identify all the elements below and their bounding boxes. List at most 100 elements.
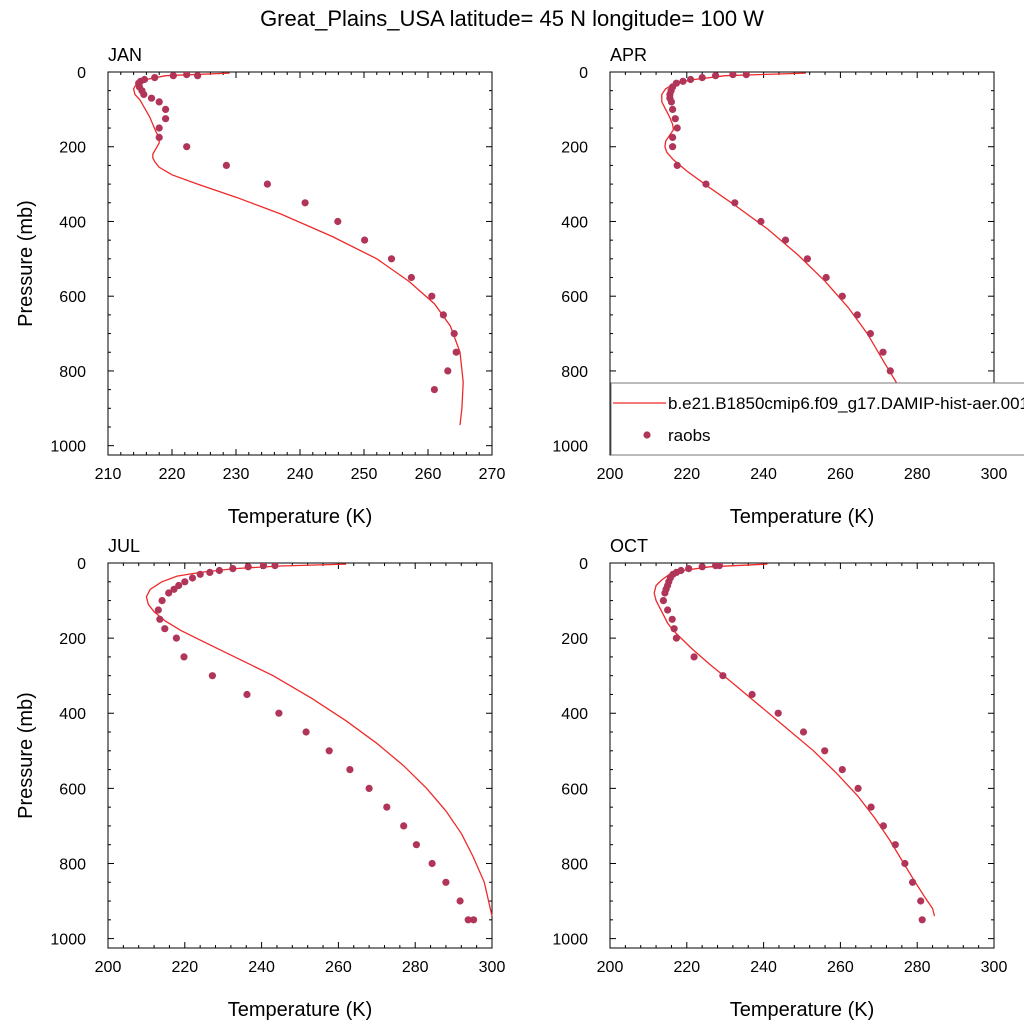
raobs-point xyxy=(669,105,677,113)
x-tick-label: 240 xyxy=(248,959,275,976)
raobs-point xyxy=(886,367,894,375)
y-axis-label: Pressure (mb) xyxy=(15,692,37,819)
raobs-point xyxy=(151,74,159,82)
raobs-point xyxy=(172,634,180,642)
raobs-point xyxy=(712,72,720,80)
model-profile-line xyxy=(661,72,922,426)
raobs-point xyxy=(334,217,342,226)
raobs-point xyxy=(156,615,164,623)
x-tick-label: 200 xyxy=(95,959,122,976)
raobs-point xyxy=(361,236,369,244)
raobs-point xyxy=(181,578,189,586)
raobs-point xyxy=(702,180,710,188)
y-tick-label: 600 xyxy=(59,781,86,798)
y-tick-label: 800 xyxy=(59,856,86,873)
raobs-point xyxy=(169,72,177,80)
raobs-point xyxy=(901,859,909,868)
raobs-point xyxy=(428,859,436,868)
y-tick-label: 200 xyxy=(59,631,86,648)
y-axis-label: Pressure (mb) xyxy=(15,200,37,327)
raobs-point xyxy=(208,672,216,680)
raobs-point xyxy=(154,606,162,614)
y-tick-label: 0 xyxy=(579,65,588,82)
raobs-point xyxy=(450,330,458,338)
raobs-point xyxy=(215,566,223,575)
raobs-point xyxy=(275,709,283,717)
raobs-point xyxy=(302,728,310,736)
raobs-point xyxy=(822,273,830,282)
raobs-point xyxy=(244,563,252,571)
raobs-point xyxy=(442,878,450,886)
raobs-point xyxy=(853,311,861,319)
raobs-point xyxy=(464,916,472,924)
raobs-point xyxy=(428,292,436,300)
raobs-point xyxy=(412,841,420,849)
x-tick-label: 260 xyxy=(415,466,442,483)
y-tick-label: 800 xyxy=(59,364,86,381)
panel-jul: 200 220 240 260 280 300 0 200 400 600 800 1000 JUL Te… xyxy=(15,536,505,1021)
raobs-point xyxy=(162,115,170,123)
raobs-point xyxy=(470,916,478,924)
legend: b.e21.B1850cmip6.f09_g17.DAMIP-hist-aer.… xyxy=(610,382,1024,456)
raobs-point xyxy=(917,897,925,905)
panel-title: OCT xyxy=(610,536,648,556)
raobs-point xyxy=(757,217,765,226)
x-tick-label: 220 xyxy=(171,959,198,976)
y-tick-label: 600 xyxy=(561,289,588,306)
raobs-point xyxy=(669,143,677,151)
raobs-point xyxy=(196,570,204,578)
y-tick-label: 800 xyxy=(561,364,588,381)
x-tick-label: 300 xyxy=(479,959,506,976)
x-tick-label: 220 xyxy=(159,466,186,483)
x-axis-label: Temperature (K) xyxy=(228,999,373,1021)
raobs-point xyxy=(301,199,309,207)
y-tick-label: 1000 xyxy=(50,439,86,456)
raobs-point xyxy=(259,563,268,570)
raobs-point xyxy=(672,634,681,642)
raobs-point xyxy=(661,589,669,597)
x-tick-label: 280 xyxy=(402,959,429,976)
y-tick-label: 800 xyxy=(561,856,588,873)
y-tick-label: 0 xyxy=(77,65,86,82)
raobs-point xyxy=(719,672,727,680)
raobs-point xyxy=(854,784,862,793)
raobs-point xyxy=(155,133,163,141)
raobs-point xyxy=(271,563,279,570)
raobs-point xyxy=(155,124,163,132)
plot-data xyxy=(145,563,493,924)
raobs-point xyxy=(879,348,887,356)
raobs-point xyxy=(821,747,829,755)
x-tick-label: 270 xyxy=(479,466,506,483)
legend-box xyxy=(610,382,1024,456)
raobs-point xyxy=(383,803,391,811)
y-tick-label: 600 xyxy=(59,289,86,306)
raobs-point xyxy=(698,74,706,82)
x-tick-label: 220 xyxy=(673,959,700,976)
raobs-point xyxy=(799,728,808,736)
raobs-point xyxy=(222,161,230,169)
x-tick-label: 260 xyxy=(827,466,854,483)
panels: 210 220 230 240 250 260 270 0 200 400 600 800 1000 JA… xyxy=(15,45,1007,1021)
raobs-point xyxy=(729,72,737,79)
raobs-point xyxy=(690,653,698,661)
plot-frame xyxy=(107,71,493,456)
raobs-point xyxy=(879,822,888,830)
panel-title: JAN xyxy=(108,45,142,65)
raobs-point xyxy=(669,133,677,141)
y-tick-label: 400 xyxy=(561,706,588,723)
raobs-point xyxy=(165,589,173,597)
y-tick-label: 400 xyxy=(561,214,588,231)
raobs-point xyxy=(742,72,750,79)
raobs-point xyxy=(866,330,875,338)
raobs-point xyxy=(444,367,452,375)
x-tick-label: 240 xyxy=(750,959,777,976)
model-profile-line xyxy=(653,563,936,917)
plot-data xyxy=(132,72,464,426)
raobs-point xyxy=(673,161,681,169)
raobs-point xyxy=(155,98,163,106)
raobs-point xyxy=(206,568,214,577)
x-tick-label: 240 xyxy=(750,466,777,483)
raobs-point xyxy=(365,784,373,793)
raobs-point xyxy=(891,841,899,849)
